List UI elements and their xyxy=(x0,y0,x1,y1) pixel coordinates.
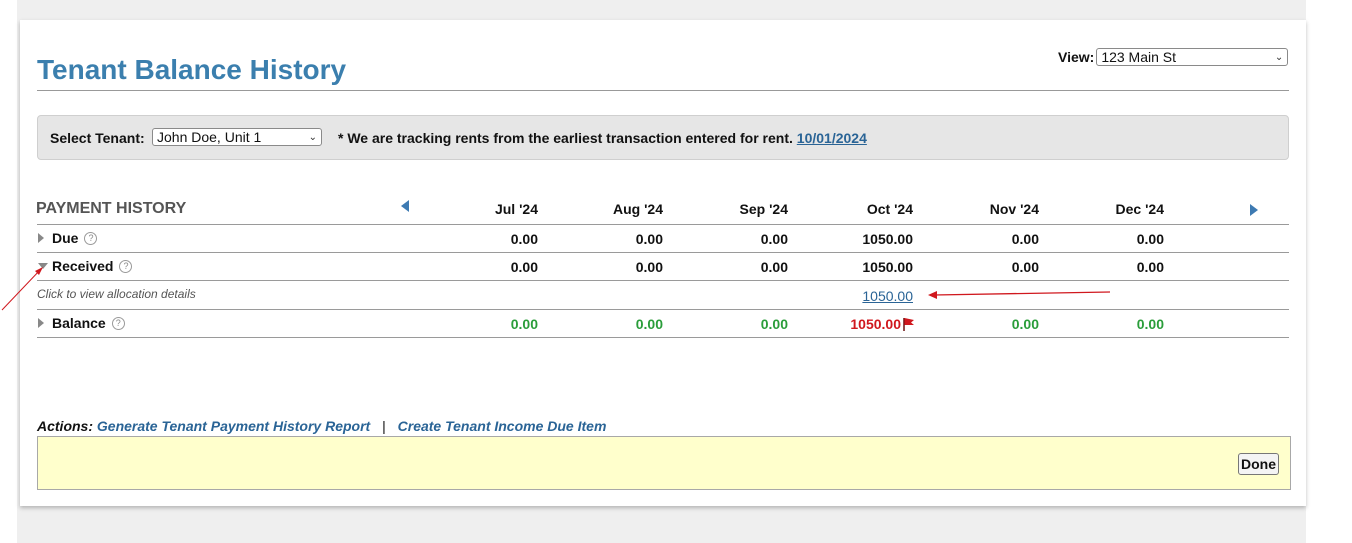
due-value: 0.00 xyxy=(1136,231,1164,247)
month-header: Oct '24 xyxy=(866,201,913,217)
view-select-value: 123 Main St xyxy=(1101,49,1177,65)
annotation-arrow-icon xyxy=(928,291,1111,299)
month-header: Jul '24 xyxy=(494,201,538,217)
help-icon[interactable]: ? xyxy=(111,316,125,330)
actions-bar: Actions: Generate Tenant Payment History… xyxy=(37,418,606,434)
received-value: 0.00 xyxy=(1011,259,1039,275)
tracking-start-date-link[interactable]: 10/01/2024 xyxy=(796,130,867,146)
tracking-note: * We are tracking rents from the earlies… xyxy=(338,130,867,146)
help-icon[interactable]: ? xyxy=(84,231,98,245)
balance-row-label[interactable]: Balance ? xyxy=(38,315,125,331)
due-row-label[interactable]: Due ? xyxy=(38,230,98,246)
collapse-icon[interactable] xyxy=(38,263,48,269)
due-value: 0.00 xyxy=(635,231,663,247)
row-divider xyxy=(37,309,1289,310)
row-divider xyxy=(37,280,1289,281)
row-divider xyxy=(37,224,1289,225)
page-title: Tenant Balance History xyxy=(37,54,347,85)
received-label: Received xyxy=(52,258,114,274)
view-label: View: xyxy=(1058,49,1095,65)
expand-icon[interactable] xyxy=(38,318,44,328)
due-value: 0.00 xyxy=(760,231,788,247)
prev-arrow-icon[interactable] xyxy=(401,200,409,212)
allocation-hint: Click to view allocation details xyxy=(37,287,196,301)
done-button[interactable]: Done xyxy=(1238,453,1279,475)
chevron-down-icon: ⌄ xyxy=(308,131,317,143)
balance-value: 0.00 xyxy=(760,316,788,332)
received-value: 0.00 xyxy=(510,259,538,275)
annotation-arrow-icon xyxy=(1,267,43,311)
due-value: 0.00 xyxy=(1011,231,1039,247)
balance-value-overdue: 1050.00 xyxy=(850,316,901,332)
received-value: 1050.00 xyxy=(862,259,913,275)
allocation-detail-link[interactable]: 1050.00 xyxy=(862,288,913,304)
row-divider xyxy=(37,252,1289,253)
balance-value: 0.00 xyxy=(1011,316,1039,332)
tenant-label: Select Tenant: xyxy=(50,130,145,146)
received-value: 0.00 xyxy=(760,259,788,275)
due-value: 0.00 xyxy=(510,231,538,247)
expand-icon[interactable] xyxy=(38,233,44,243)
help-icon[interactable]: ? xyxy=(119,259,133,273)
received-value: 0.00 xyxy=(1136,259,1164,275)
month-header: Aug '24 xyxy=(612,201,663,217)
balance-history-panel: Tenant Balance History View: 123 Main St… xyxy=(20,20,1306,506)
actions-separator: | xyxy=(382,418,386,434)
tenant-selector-box: Select Tenant: John Doe, Unit 1 ⌄ * We a… xyxy=(37,115,1289,160)
received-value: 0.00 xyxy=(635,259,663,275)
tenant-select[interactable]: John Doe, Unit 1 ⌄ xyxy=(152,128,322,146)
balance-value: 0.00 xyxy=(635,316,663,332)
generate-report-link[interactable]: Generate Tenant Payment History Report xyxy=(96,418,371,434)
create-income-due-link[interactable]: Create Tenant Income Due Item xyxy=(397,418,607,434)
tracking-note-text: * We are tracking rents from the earlies… xyxy=(338,130,793,146)
action-button-bar: Done xyxy=(37,436,1291,490)
actions-label: Actions: xyxy=(37,418,93,434)
balance-value: 0.00 xyxy=(1136,316,1164,332)
due-label: Due xyxy=(52,230,79,246)
received-row-label[interactable]: Received ? xyxy=(38,258,133,274)
payment-history-heading: PAYMENT HISTORY xyxy=(36,200,187,217)
balance-value: 0.00 xyxy=(510,316,538,332)
row-divider xyxy=(37,337,1289,338)
view-selector: View: 123 Main St ⌄ xyxy=(1058,48,1289,66)
month-header: Dec '24 xyxy=(1115,201,1164,217)
view-select[interactable]: 123 Main St ⌄ xyxy=(1096,48,1289,66)
balance-label: Balance xyxy=(52,315,106,331)
flag-icon xyxy=(903,318,914,331)
next-arrow-icon[interactable] xyxy=(1250,204,1258,216)
tenant-select-value: John Doe, Unit 1 xyxy=(157,129,262,145)
month-header: Sep '24 xyxy=(739,201,788,217)
title-divider xyxy=(37,90,1289,91)
month-header: Nov '24 xyxy=(989,201,1039,217)
chevron-down-icon: ⌄ xyxy=(1274,51,1284,63)
due-value: 1050.00 xyxy=(862,231,913,247)
